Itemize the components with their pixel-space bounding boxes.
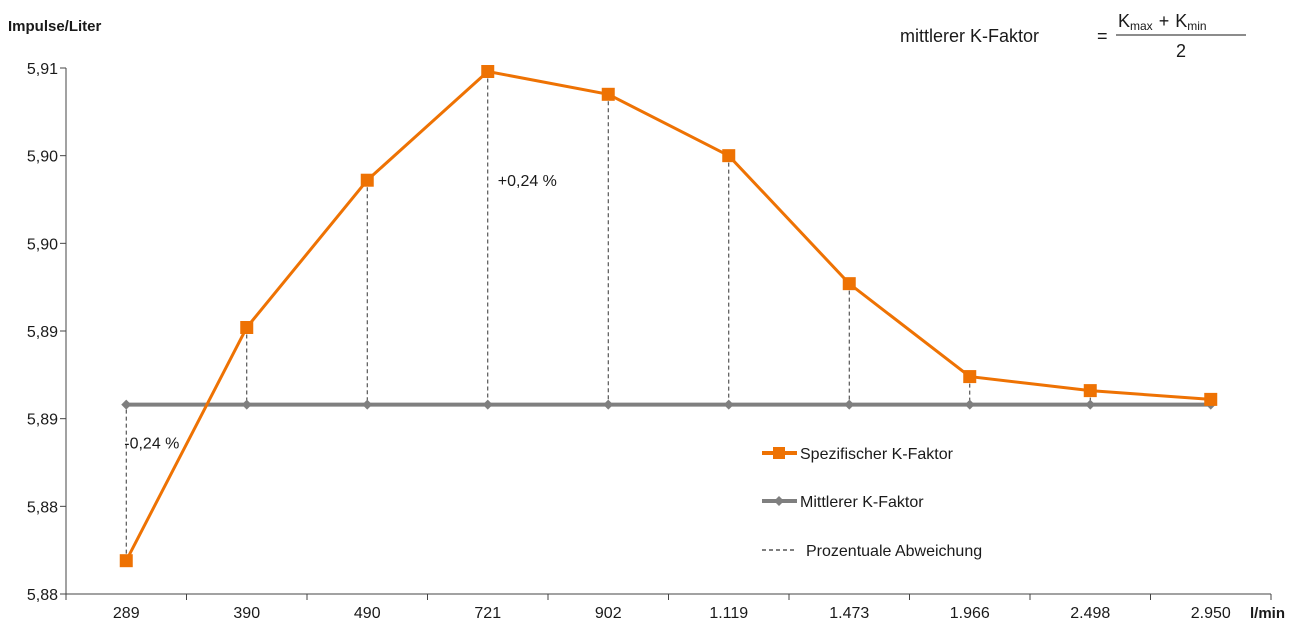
annotation-minus: -0,24 % bbox=[124, 436, 179, 453]
x-tick-label: 2.950 bbox=[1191, 605, 1231, 622]
y-tick-label: 5,91 bbox=[27, 61, 58, 78]
series-lines bbox=[124, 69, 1211, 562]
x-tick-label: 490 bbox=[354, 605, 381, 622]
marker-mittlerer bbox=[362, 399, 373, 410]
y-axis-label: Impulse/Liter bbox=[8, 18, 102, 35]
legend: Spezifischer K-Faktor Mittlerer K-Faktor… bbox=[762, 446, 982, 560]
formula: mittlerer K-Faktor = Kmax + Kmin 2 bbox=[900, 11, 1246, 61]
x-tick-label: 1.473 bbox=[829, 605, 869, 622]
formula-denominator: 2 bbox=[1176, 41, 1186, 61]
x-tick-label: 1.966 bbox=[950, 605, 990, 622]
marker-spezifisch bbox=[722, 149, 736, 163]
marker-mittlerer bbox=[121, 399, 132, 410]
marker-mittlerer bbox=[241, 399, 252, 410]
axes bbox=[60, 67, 1272, 600]
x-tick-label: 390 bbox=[233, 605, 260, 622]
legend-label-abweichung: Prozentuale Abweichung bbox=[806, 543, 982, 560]
y-tick-label: 5,88 bbox=[27, 499, 58, 516]
marker-mittlerer bbox=[723, 399, 734, 410]
marker-spezifisch bbox=[842, 277, 856, 291]
x-tick-labels: 289 390 490 721 902 1.119 1.473 1.966 2.498 2.950 bbox=[113, 605, 1231, 622]
marker-spezifisch bbox=[481, 65, 495, 79]
formula-numerator: Kmax + Kmin bbox=[1118, 11, 1207, 33]
legend-marker-mittlerer bbox=[774, 496, 784, 506]
y-tick-label: 5,90 bbox=[27, 149, 58, 166]
y-tick-label: 5,89 bbox=[27, 324, 58, 341]
y-tick-label: 5,89 bbox=[27, 412, 58, 429]
deviation-lines bbox=[125, 71, 1212, 561]
marker-spezifisch bbox=[601, 87, 615, 101]
annotations: +0,24 % -0,24 % bbox=[124, 173, 557, 453]
series-markers bbox=[119, 65, 1218, 568]
marker-mittlerer bbox=[603, 399, 614, 410]
y-tick-label: 5,88 bbox=[27, 587, 58, 604]
annotation-plus: +0,24 % bbox=[498, 173, 557, 190]
x-tick-label: 289 bbox=[113, 605, 140, 622]
x-tick-label: 1.119 bbox=[709, 605, 748, 622]
legend-marker-spezifisch bbox=[773, 447, 785, 459]
x-tick-label: 721 bbox=[474, 605, 501, 622]
formula-equals: = bbox=[1097, 26, 1108, 46]
x-axis-label: l/min bbox=[1250, 605, 1285, 622]
y-tick-labels: 5,91 5,90 5,90 5,89 5,89 5,88 5,88 bbox=[27, 61, 58, 604]
marker-mittlerer bbox=[1085, 399, 1096, 410]
marker-mittlerer bbox=[844, 399, 855, 410]
marker-mittlerer bbox=[964, 399, 975, 410]
series-line-spezifisch bbox=[124, 69, 1211, 562]
legend-label-spezifisch: Spezifischer K-Faktor bbox=[800, 446, 954, 463]
marker-spezifisch bbox=[360, 173, 374, 187]
legend-label-mittlerer: Mittlerer K-Faktor bbox=[800, 494, 924, 511]
marker-spezifisch bbox=[240, 320, 254, 334]
marker-mittlerer bbox=[482, 399, 493, 410]
marker-spezifisch bbox=[963, 370, 977, 384]
y-tick-label: 5,90 bbox=[27, 236, 58, 253]
marker-spezifisch bbox=[1083, 384, 1097, 398]
x-tick-label: 902 bbox=[595, 605, 622, 622]
x-tick-label: 2.498 bbox=[1070, 605, 1110, 622]
marker-spezifisch bbox=[119, 554, 133, 568]
formula-left: mittlerer K-Faktor bbox=[900, 26, 1039, 46]
marker-spezifisch bbox=[1204, 392, 1218, 406]
